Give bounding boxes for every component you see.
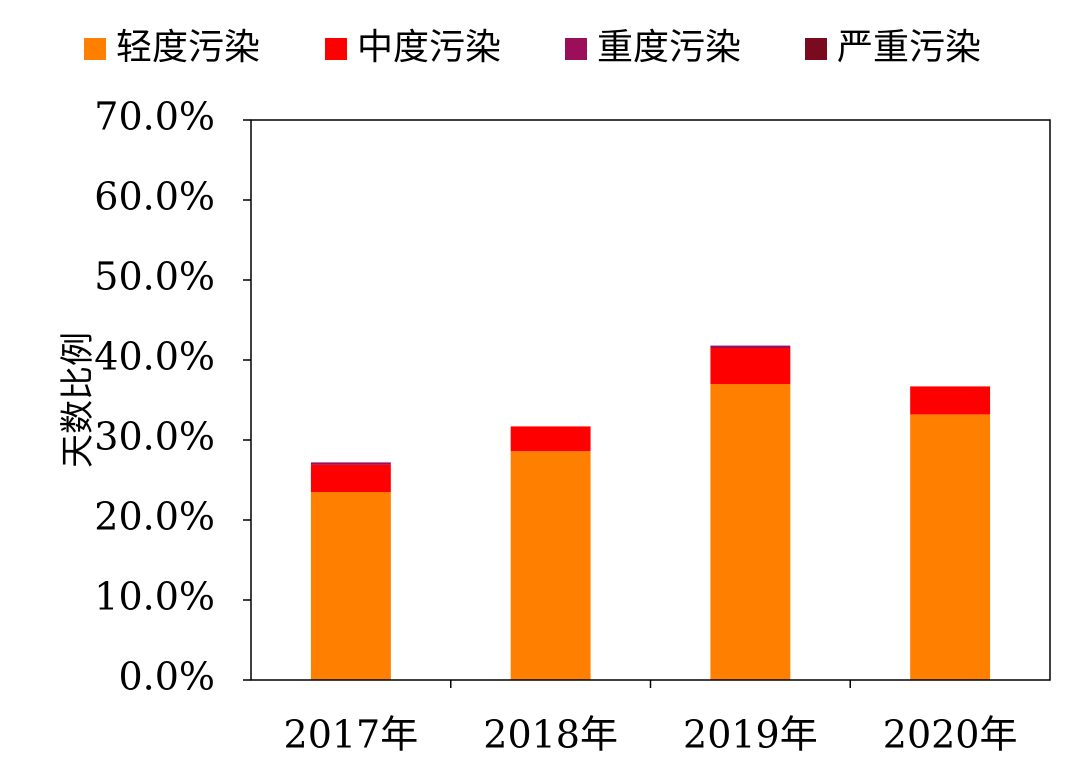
bars — [310, 345, 991, 680]
y-axis: 0.0% 10.0% 20.0% 30.0% 40.0% 50.0% 60.0% 70.0% — [94, 95, 251, 699]
y-tick-label: 30.0% — [94, 415, 215, 459]
legend: 轻度污染 中度污染 重度污染 严重污染 — [84, 27, 981, 68]
legend-swatch — [805, 38, 827, 60]
bar-segment-1 — [910, 414, 991, 680]
legend-label: 重度污染 — [597, 27, 741, 68]
bar-segment-3 — [710, 345, 791, 348]
y-tick-label: 0.0% — [118, 655, 215, 699]
bar-segment-2 — [710, 348, 791, 384]
x-tick-label: 2019年 — [683, 713, 818, 757]
legend-swatch — [565, 38, 587, 60]
bar-segment-1 — [310, 492, 391, 680]
legend-swatch — [84, 38, 106, 60]
bar-segment-2 — [910, 386, 991, 415]
y-tick-label: 10.0% — [94, 575, 215, 619]
y-tick-label: 40.0% — [94, 335, 215, 379]
bar-segment-1 — [510, 451, 591, 680]
bar-segment-3 — [310, 462, 391, 465]
x-tick-label: 2018年 — [483, 713, 618, 757]
y-tick-label: 50.0% — [94, 255, 215, 299]
legend-label: 中度污染 — [357, 27, 501, 68]
x-tick-label: 2020年 — [883, 713, 1018, 757]
legend-swatch — [325, 38, 347, 60]
y-tick-label: 20.0% — [94, 495, 215, 539]
x-tick-label: 2017年 — [284, 713, 419, 757]
bar-segment-2 — [510, 426, 591, 452]
y-tick-label: 70.0% — [94, 95, 215, 139]
bar-segment-2 — [310, 464, 391, 492]
legend-label: 轻度污染 — [116, 27, 260, 68]
y-tick-label: 60.0% — [94, 175, 215, 219]
y-axis-title: 天数比例 — [58, 332, 98, 468]
bar-segment-1 — [710, 384, 791, 680]
x-axis: 2017年 2018年 2019年 2020年 — [284, 680, 1018, 757]
legend-label: 严重污染 — [837, 27, 981, 68]
